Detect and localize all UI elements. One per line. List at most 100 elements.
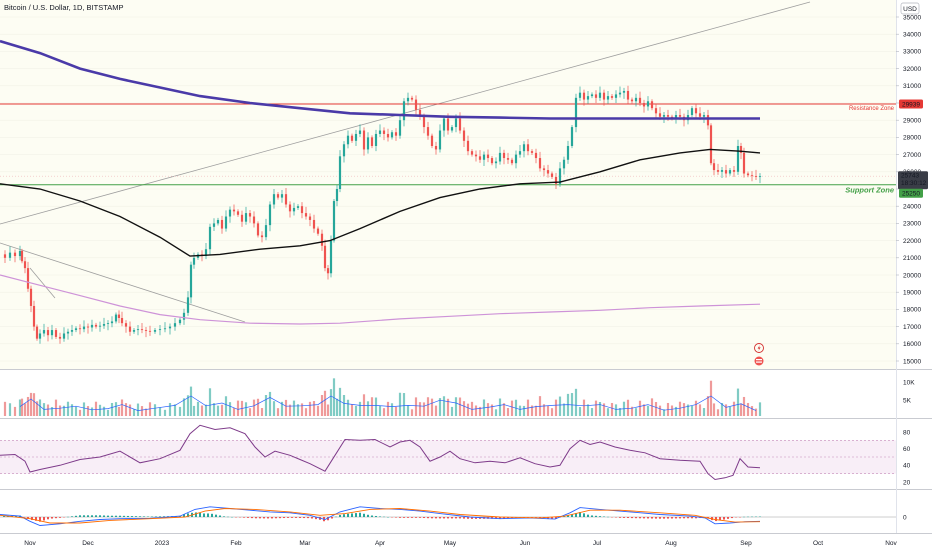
macd-histogram-bar bbox=[87, 515, 89, 517]
volume-bar bbox=[542, 404, 546, 416]
svg-text:25250: 25250 bbox=[902, 191, 920, 198]
candle-body bbox=[634, 97, 638, 102]
volume-bar bbox=[546, 405, 550, 416]
volume-bar bbox=[610, 402, 614, 416]
candle-body bbox=[370, 137, 374, 146]
volume-bar bbox=[378, 405, 382, 416]
candle-body bbox=[312, 219, 316, 229]
volume-bar bbox=[736, 388, 740, 416]
candle-body bbox=[566, 146, 570, 160]
volume-bar bbox=[394, 406, 398, 416]
volume-bar bbox=[466, 403, 470, 416]
macd-histogram-bar bbox=[51, 517, 53, 519]
volume-bar bbox=[390, 403, 394, 416]
macd-histogram-bar bbox=[111, 515, 113, 517]
volume-bar bbox=[614, 404, 618, 416]
candle-body bbox=[276, 194, 280, 198]
volume-bar bbox=[494, 409, 498, 416]
volume-bar bbox=[354, 405, 358, 416]
moving-average-pink[interactable] bbox=[0, 274, 761, 325]
candle-body bbox=[114, 314, 118, 322]
volume-bar bbox=[284, 399, 288, 416]
svg-text:25743: 25743 bbox=[901, 173, 919, 180]
macd-histogram-bar bbox=[579, 512, 581, 517]
candle-body bbox=[292, 207, 296, 212]
macd-histogram-bar bbox=[663, 517, 665, 519]
macd-histogram-bar bbox=[351, 513, 353, 517]
short-trendline[interactable] bbox=[29, 267, 56, 299]
macd-histogram-bar bbox=[287, 517, 289, 518]
volume-bar bbox=[268, 391, 272, 416]
volume-bar bbox=[750, 406, 754, 416]
candle-body bbox=[490, 158, 494, 164]
candle-body bbox=[728, 170, 732, 174]
macd-histogram-bar bbox=[727, 517, 729, 519]
volume-bar bbox=[498, 398, 502, 416]
moving-average-black[interactable] bbox=[0, 148, 761, 257]
volume-bar bbox=[434, 405, 438, 416]
volume-bar bbox=[694, 400, 698, 416]
rsi-pane[interactable] bbox=[0, 424, 896, 481]
candle-body bbox=[163, 328, 167, 330]
macd-pane[interactable] bbox=[0, 506, 896, 526]
candle-body bbox=[335, 189, 339, 202]
time-axis[interactable]: Nov Dec 2023 Feb Mar Apr May Jun Jul Aug Sep Oct Nov bbox=[24, 540, 897, 547]
volume-bar bbox=[446, 398, 450, 416]
candle-body bbox=[50, 330, 54, 336]
descending-trendline[interactable] bbox=[0, 242, 246, 323]
event-flag-icon[interactable] bbox=[754, 356, 764, 366]
volume-bar bbox=[346, 399, 350, 416]
volume-bar bbox=[732, 401, 736, 416]
volume-bar bbox=[638, 400, 642, 416]
macd-histogram-bar bbox=[507, 517, 509, 519]
candle-body bbox=[678, 115, 682, 117]
macd-histogram-bar bbox=[651, 517, 653, 519]
candle-body bbox=[216, 219, 220, 224]
candle-body bbox=[54, 330, 58, 337]
candlestick-series[interactable] bbox=[3, 85, 762, 344]
candle-body bbox=[758, 176, 762, 178]
macd-histogram-bar bbox=[603, 516, 605, 517]
currency-label[interactable]: USD bbox=[900, 2, 920, 15]
candle-body bbox=[204, 249, 208, 257]
support-price-badge: 25250 bbox=[899, 188, 923, 198]
candle-body bbox=[153, 330, 157, 332]
macd-histogram-bar bbox=[99, 515, 101, 517]
volume-bar bbox=[300, 403, 304, 416]
candle-body bbox=[694, 108, 698, 114]
macd-histogram-bar bbox=[467, 517, 469, 519]
volume-bar bbox=[106, 409, 110, 416]
alert-bolt-icon[interactable] bbox=[754, 343, 764, 353]
time-tick-label: Sep bbox=[740, 540, 752, 547]
volume-bar bbox=[720, 402, 724, 416]
candle-body bbox=[550, 173, 554, 177]
candle-body bbox=[144, 330, 148, 331]
volume-bar bbox=[296, 404, 300, 416]
volume-bar bbox=[332, 378, 336, 416]
volume-pane[interactable] bbox=[3, 378, 762, 416]
macd-histogram-bar bbox=[291, 517, 293, 518]
macd-histogram-bar bbox=[183, 514, 185, 517]
macd-histogram-bar bbox=[255, 517, 257, 519]
volume-bar bbox=[90, 407, 94, 416]
moving-average-navy[interactable] bbox=[0, 39, 760, 120]
volume-bar bbox=[220, 404, 224, 416]
candle-body bbox=[378, 130, 382, 134]
macd-histogram-bar bbox=[95, 515, 97, 517]
macd-histogram-bar bbox=[647, 517, 649, 519]
volume-bar bbox=[574, 388, 578, 416]
macd-histogram-bar bbox=[267, 517, 269, 519]
volume-bar bbox=[189, 386, 193, 416]
volume-bar bbox=[518, 405, 522, 416]
candle-body bbox=[32, 305, 36, 327]
volume-bar bbox=[153, 404, 157, 416]
macd-histogram-bar bbox=[367, 514, 369, 517]
volume-bar bbox=[252, 399, 256, 416]
volume-bar bbox=[86, 406, 90, 416]
price-tick-label: 19000 bbox=[903, 290, 921, 297]
macd-histogram-bar bbox=[127, 515, 129, 517]
volume-bar bbox=[62, 405, 66, 416]
macd-histogram-bar bbox=[363, 513, 365, 517]
macd-histogram-bar bbox=[495, 517, 497, 519]
